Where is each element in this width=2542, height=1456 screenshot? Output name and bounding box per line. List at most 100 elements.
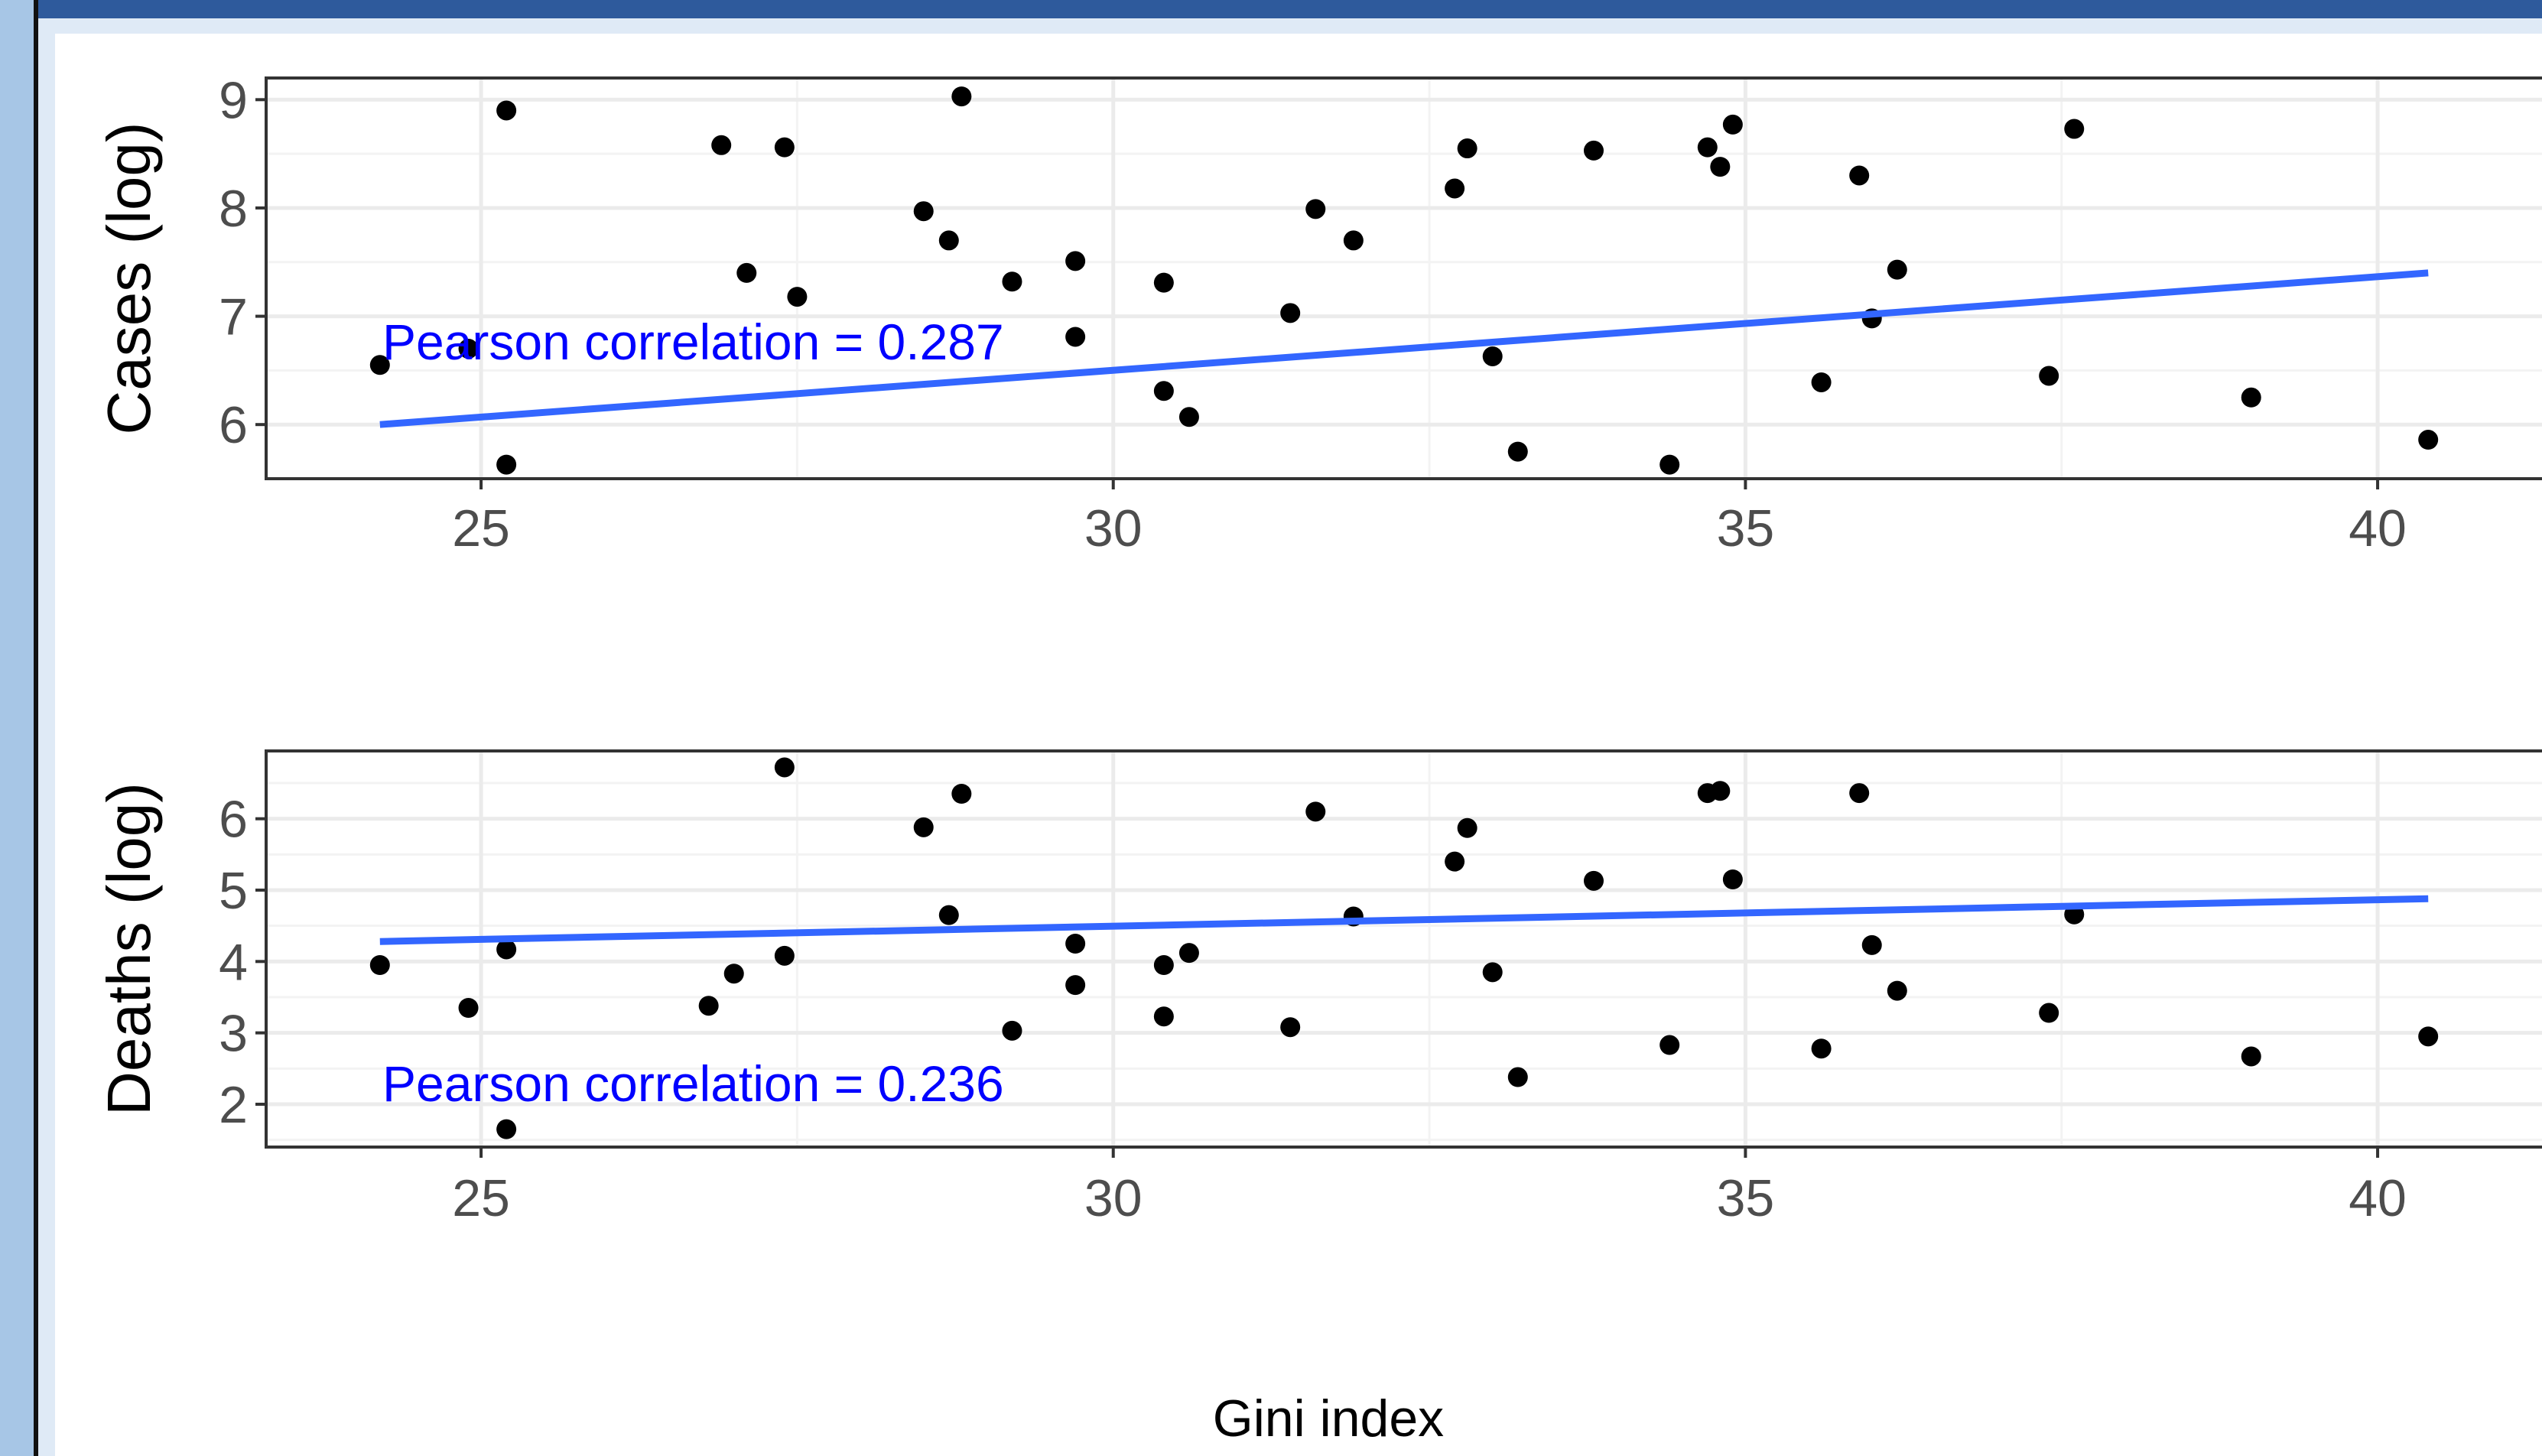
data-point bbox=[2418, 1026, 2439, 1047]
data-point bbox=[1178, 943, 1199, 964]
data-point bbox=[1343, 230, 1364, 251]
panel-cases-correlation-annotation: Pearson correlation = 0.287 bbox=[382, 314, 1004, 370]
x-tick-label: 40 bbox=[2349, 499, 2407, 557]
panel-deaths-points bbox=[369, 757, 2439, 1139]
x-tick-label: 30 bbox=[1084, 1169, 1143, 1227]
data-point bbox=[2241, 387, 2261, 408]
data-point bbox=[1697, 137, 1718, 158]
data-point bbox=[1507, 441, 1528, 462]
panel-cases-background bbox=[266, 78, 2542, 479]
data-point bbox=[496, 1119, 517, 1139]
y-tick-label: 9 bbox=[219, 71, 248, 129]
y-tick-label: 2 bbox=[219, 1076, 248, 1134]
data-point bbox=[2418, 430, 2439, 450]
window-title-bar bbox=[0, 0, 2542, 18]
panel-deaths-regression-line bbox=[379, 895, 2429, 945]
data-point bbox=[1445, 851, 1465, 872]
data-point bbox=[1178, 407, 1199, 427]
data-point bbox=[1710, 157, 1731, 177]
data-point bbox=[913, 817, 934, 837]
data-point bbox=[723, 964, 744, 984]
x-tick-label: 35 bbox=[1717, 1169, 1775, 1227]
left-sidebar-rail bbox=[0, 0, 35, 1456]
data-point bbox=[951, 86, 972, 107]
panel-cases-border bbox=[265, 76, 2542, 480]
data-point bbox=[1065, 975, 1086, 996]
data-point bbox=[1305, 199, 1326, 219]
panel-cases-regression-line bbox=[379, 269, 2429, 428]
data-point bbox=[1065, 934, 1086, 954]
data-point bbox=[938, 230, 959, 251]
panel-cases-x-ticks: 25 30 35 40 bbox=[452, 479, 2407, 557]
panel-deaths-y-ticks: 2 3 4 5 6 bbox=[219, 791, 266, 1134]
data-point bbox=[1002, 271, 1022, 292]
data-point bbox=[1659, 1035, 1680, 1055]
data-point bbox=[1445, 178, 1465, 199]
data-point bbox=[774, 137, 795, 158]
data-point bbox=[2039, 366, 2059, 386]
data-point bbox=[1861, 934, 1882, 955]
x-axis-title: Gini index bbox=[1213, 1389, 1444, 1448]
data-point bbox=[369, 355, 390, 375]
left-window-border bbox=[34, 0, 38, 1456]
data-point bbox=[496, 100, 517, 121]
data-point bbox=[1722, 869, 1743, 889]
data-point bbox=[1507, 1067, 1528, 1087]
data-point bbox=[1849, 783, 1870, 804]
data-point bbox=[1584, 870, 1604, 891]
x-tick-label: 25 bbox=[452, 1169, 510, 1227]
panel-cases-y-ticks: 6 7 8 9 bbox=[219, 71, 266, 454]
data-point bbox=[1659, 454, 1680, 475]
panel-cases-y-axis-label: Cases (log) bbox=[95, 122, 163, 434]
data-point bbox=[1065, 327, 1086, 347]
data-point bbox=[1722, 114, 1743, 135]
data-point bbox=[369, 955, 390, 975]
data-point bbox=[496, 939, 517, 960]
data-point bbox=[1065, 251, 1086, 271]
y-tick-label: 6 bbox=[219, 396, 248, 454]
data-point bbox=[1153, 955, 1174, 975]
data-point bbox=[1280, 1017, 1301, 1038]
panel-cases-points bbox=[369, 86, 2439, 475]
data-point bbox=[2064, 119, 2085, 139]
y-tick-label: 3 bbox=[219, 1005, 248, 1063]
panel-cases: Pearson correlation = 0.287 6 7 8 9 25 30 35 4… bbox=[95, 71, 2542, 557]
data-point bbox=[1305, 801, 1326, 822]
data-point bbox=[2039, 1003, 2059, 1023]
y-tick-label: 4 bbox=[219, 933, 248, 991]
data-point bbox=[1153, 381, 1174, 401]
data-point bbox=[913, 201, 934, 222]
data-point bbox=[496, 454, 517, 475]
data-point bbox=[1457, 817, 1477, 838]
data-point bbox=[1153, 1006, 1174, 1027]
data-point bbox=[1710, 781, 1731, 801]
data-point bbox=[774, 945, 795, 966]
data-point bbox=[1849, 165, 1870, 186]
data-point bbox=[1887, 259, 1907, 280]
data-point bbox=[787, 287, 808, 307]
data-point bbox=[1887, 980, 1907, 1001]
panel-deaths-grid bbox=[266, 751, 2542, 1147]
data-point bbox=[458, 339, 479, 359]
x-tick-label: 30 bbox=[1084, 499, 1143, 557]
y-tick-label: 6 bbox=[219, 791, 248, 849]
data-point bbox=[1811, 1038, 1832, 1059]
data-point bbox=[1482, 346, 1503, 366]
data-point bbox=[1002, 1020, 1022, 1041]
panel-deaths-correlation-annotation: Pearson correlation = 0.236 bbox=[382, 1055, 1004, 1112]
x-tick-label: 25 bbox=[452, 499, 510, 557]
y-tick-label: 8 bbox=[219, 180, 248, 238]
data-point bbox=[698, 996, 719, 1016]
data-point bbox=[1482, 962, 1503, 983]
data-point bbox=[951, 784, 972, 804]
data-point bbox=[1280, 303, 1301, 323]
data-point bbox=[774, 757, 795, 778]
x-tick-label: 40 bbox=[2349, 1169, 2407, 1227]
panel-deaths: Pearson correlation = 0.236 2 3 4 5 6 25 30 35… bbox=[95, 749, 2542, 1227]
panel-deaths-y-axis-label: Deaths (log) bbox=[95, 782, 163, 1116]
data-point bbox=[736, 262, 757, 283]
panel-deaths-x-ticks: 25 30 35 40 bbox=[452, 1147, 2407, 1227]
y-tick-label: 5 bbox=[219, 862, 248, 920]
